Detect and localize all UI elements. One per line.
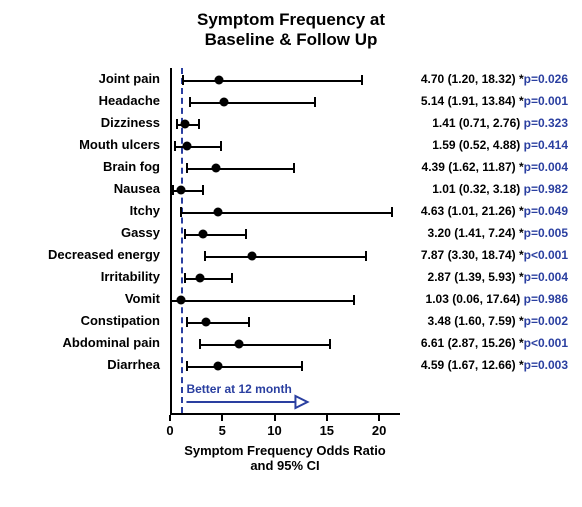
forest-plot-figure: Symptom Frequency at Baseline & Follow U… <box>0 0 582 507</box>
direction-arrow-icon <box>0 0 582 507</box>
